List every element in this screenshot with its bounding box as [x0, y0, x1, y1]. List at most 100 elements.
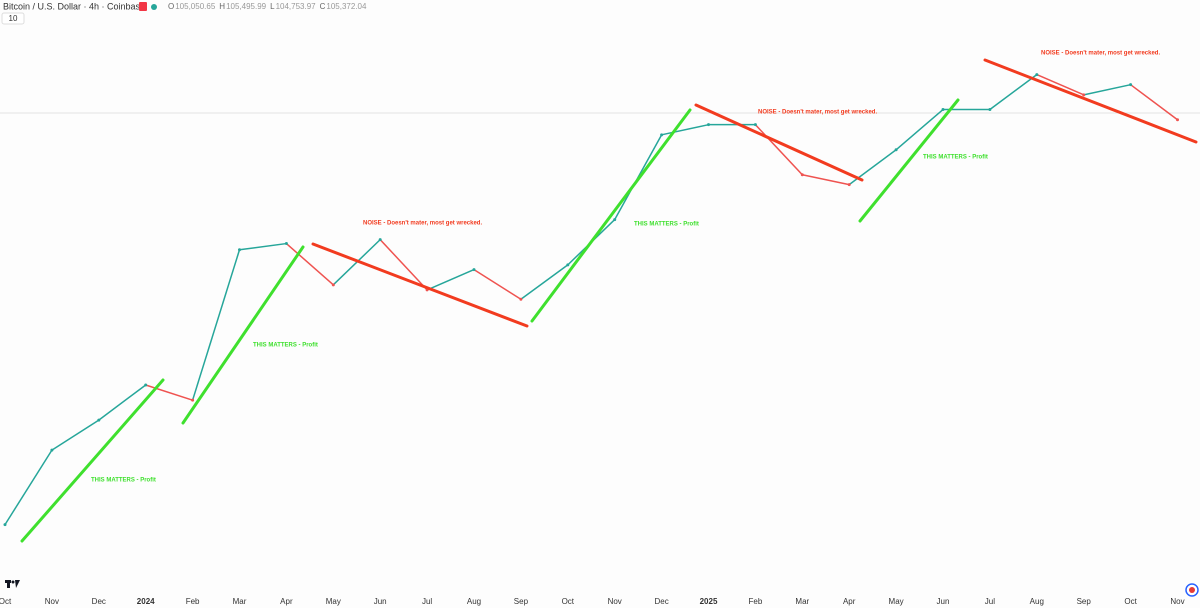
price-segment — [285, 242, 334, 286]
price-segment — [426, 268, 475, 291]
x-tick-label: Apr — [280, 597, 293, 606]
x-tick-label: Mar — [233, 597, 247, 606]
x-tick-label: Nov — [1170, 597, 1184, 606]
price-segment — [1036, 73, 1084, 96]
price-point — [519, 297, 523, 301]
annotation: NOISE - Doesn't mater, most get wrecked. — [1041, 51, 1160, 57]
price-point — [753, 123, 757, 127]
price-point — [144, 383, 148, 387]
x-tick-label: Aug — [467, 597, 481, 606]
price-segment — [802, 173, 850, 186]
x-tick-label: Sep — [1077, 597, 1092, 606]
trend-line — [858, 98, 960, 223]
price-point — [472, 268, 476, 272]
price-segment — [895, 108, 944, 151]
ohlc-label: C — [320, 2, 326, 11]
x-tick-label: Jul — [422, 597, 432, 606]
price-point — [1129, 83, 1133, 87]
x-tick-label: 2025 — [700, 597, 718, 606]
price-point — [707, 123, 710, 127]
price-segment — [1083, 83, 1131, 96]
price-segment — [191, 249, 241, 401]
price-segment — [98, 384, 147, 421]
ohlc-label: O — [168, 2, 174, 11]
symbol-title: Bitcoin / U.S. Dollar · 4h · Coinbase — [3, 1, 145, 11]
x-tick-label: Oct — [1124, 597, 1137, 606]
ohlc-label: L — [270, 2, 275, 11]
price-segment — [239, 242, 287, 251]
status-dot — [151, 4, 157, 10]
ohlc-value: 104,753.97 — [276, 2, 317, 11]
trend-line — [530, 108, 692, 323]
trend-line — [311, 242, 529, 328]
x-tick-label: May — [889, 597, 904, 606]
price-point — [941, 108, 945, 112]
flag-badge-dot — [1189, 587, 1195, 593]
x-tick-label: Sep — [514, 597, 529, 606]
trend-line — [983, 58, 1198, 144]
annotation: THIS MATTERS - Profit — [91, 478, 156, 484]
x-tick-label: Oct — [0, 597, 12, 606]
annotation: THIS MATTERS - Profit — [923, 155, 988, 161]
x-tick-label: Aug — [1030, 597, 1044, 606]
x-tick-label: Mar — [795, 597, 809, 606]
x-tick-label: 2024 — [137, 597, 155, 606]
ohlc-value: 105,372.04 — [326, 2, 367, 11]
trend-line — [20, 378, 165, 543]
x-tick-label: Oct — [562, 597, 575, 606]
x-tick-label: Nov — [608, 597, 622, 606]
price-point — [613, 218, 617, 222]
ohlc-value: 105,495.99 — [226, 2, 267, 11]
price-point — [331, 283, 335, 287]
price-point — [1035, 73, 1039, 77]
interval-badge[interactable] — [1, 12, 25, 25]
trend-line — [694, 103, 864, 182]
price-segment — [1130, 84, 1178, 121]
price-segment — [989, 74, 1038, 111]
ohlc-value: 105,050.65 — [175, 2, 216, 11]
price-point — [800, 173, 804, 177]
price-point — [97, 418, 101, 422]
price-point — [988, 108, 992, 112]
x-tick-label: Nov — [45, 597, 59, 606]
flag-icon[interactable] — [139, 2, 147, 11]
price-point — [1082, 93, 1086, 97]
price-point — [1176, 118, 1179, 122]
x-tick-label: Dec — [654, 597, 668, 606]
x-tick-label: Jun — [937, 597, 950, 606]
price-point — [847, 183, 851, 187]
price-segment — [4, 449, 53, 526]
price-segment — [754, 124, 803, 176]
price-point — [191, 398, 195, 402]
annotation: NOISE - Doesn't mater, most get wrecked. — [363, 221, 482, 227]
price-point — [894, 148, 898, 152]
price-segment — [661, 123, 709, 136]
annotation: NOISE - Doesn't mater, most get wrecked. — [758, 110, 877, 116]
x-tick-label: May — [326, 597, 341, 606]
price-segment — [51, 419, 100, 451]
price-segment — [145, 384, 193, 401]
price-segment — [473, 268, 522, 300]
x-tick-label: Jun — [374, 597, 387, 606]
price-point — [50, 448, 54, 452]
trend-lines — [20, 58, 1198, 543]
ohlc-label: H — [219, 2, 225, 11]
price-segment — [520, 264, 569, 300]
trend-line — [181, 245, 305, 425]
price-point — [660, 133, 664, 137]
price-point — [284, 242, 288, 246]
price-segment — [379, 239, 428, 291]
x-tick-label: Feb — [749, 597, 763, 606]
price-point — [238, 248, 241, 252]
x-tick-label: Apr — [843, 597, 856, 606]
price-point — [566, 263, 570, 267]
price-point — [378, 238, 382, 242]
x-tick-label: Feb — [186, 597, 200, 606]
x-tick-label: Jul — [985, 597, 995, 606]
tv-logo — [5, 580, 20, 588]
interval-badge-text: 10 — [9, 14, 18, 23]
annotation: THIS MATTERS - Profit — [634, 222, 699, 228]
annotation: THIS MATTERS - Profit — [253, 343, 318, 349]
price-point — [3, 523, 7, 527]
